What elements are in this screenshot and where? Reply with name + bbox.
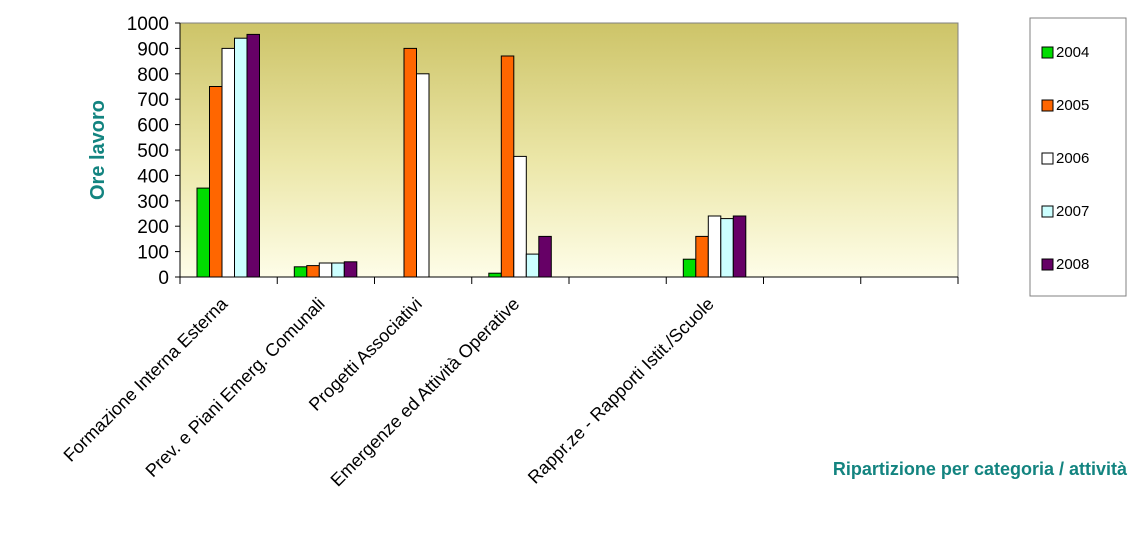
legend-swatch-2004: [1041, 46, 1054, 59]
legend-label-2008: 2008: [1056, 256, 1089, 273]
x-category-label: Emergenze ed Attività Operative: [327, 294, 524, 491]
bar-2004-cat-1: [293, 266, 308, 278]
legend-label-2007: 2007: [1056, 203, 1089, 220]
bar-2006-cat-3: [513, 155, 527, 278]
bar-2004-cat-0: [196, 187, 210, 278]
bar-2007-cat-1: [331, 262, 345, 278]
legend-label-2005: 2005: [1056, 97, 1089, 114]
y-tick-label: 500: [137, 141, 169, 162]
y-tick-label: 300: [137, 192, 169, 213]
x-axis-ticks: [179, 277, 959, 284]
bar-2008-cat-1: [343, 261, 358, 278]
y-tick-label: 700: [137, 90, 169, 111]
bar-2005-cat-0: [209, 86, 223, 278]
legend-label-2006: 2006: [1056, 150, 1089, 167]
plot-area: [179, 22, 959, 278]
y-tick-label: 800: [137, 65, 169, 86]
bar-2008-cat-5: [732, 215, 747, 278]
bar-2008-cat-3: [538, 235, 552, 278]
bar-2006-cat-5: [707, 215, 722, 278]
y-tick-label: 100: [137, 243, 169, 264]
bar-2008-cat-0: [246, 33, 260, 278]
bar-2007-cat-3: [525, 253, 540, 278]
bar-2006-cat-2: [416, 73, 430, 278]
y-tick-label: 1000: [127, 14, 169, 35]
bar-2004-cat-3: [488, 272, 502, 278]
legend: 2004 2005 2006 2007 2008: [1041, 44, 1089, 273]
bar-2005-cat-5: [695, 235, 709, 278]
bar-2005-cat-1: [306, 265, 320, 278]
y-tick-label: 600: [137, 116, 169, 137]
legend-swatch-2005: [1041, 99, 1054, 112]
bar-2006-cat-0: [221, 47, 235, 278]
legend-swatch-2006: [1041, 152, 1054, 165]
legend-swatch-2007: [1041, 205, 1054, 218]
x-category-label: Formazione Interna Esterna: [60, 293, 233, 466]
bar-2007-cat-5: [720, 218, 734, 278]
y-tick-label: 0: [158, 268, 169, 289]
y-tick-label: 200: [137, 217, 169, 238]
y-axis-ticks: 0 100 200 300 400 500 600 700 800 900 1000: [127, 14, 180, 289]
bar-2004-cat-5: [682, 258, 697, 278]
bar-2006-cat-1: [318, 262, 333, 278]
legend-swatch-2008: [1041, 258, 1054, 271]
bar-2005-cat-3: [500, 55, 515, 278]
y-axis-title: Ore lavoro: [87, 100, 109, 200]
bar-2005-cat-2: [403, 47, 417, 278]
legend-label-2004: 2004: [1056, 44, 1089, 61]
y-tick-label: 400: [137, 166, 169, 187]
x-category-label: Prev. e Piani Emerg. Comunali: [141, 294, 328, 481]
x-axis-title: Ripartizione per categoria / attività: [833, 459, 1128, 479]
bar-2007-cat-0: [234, 37, 248, 278]
y-tick-label: 900: [137, 39, 169, 60]
x-category-label: Rappr.ze - Rapporti Istit./Scuole: [524, 294, 718, 488]
